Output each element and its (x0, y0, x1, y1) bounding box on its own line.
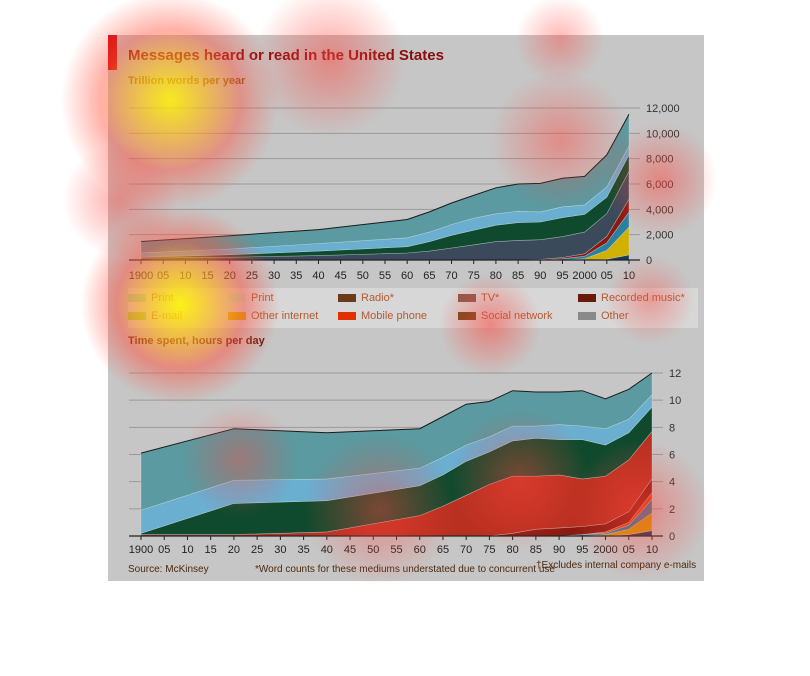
x-tick-label: 25 (246, 270, 258, 282)
legend-item: Recorded music* (578, 292, 685, 304)
y-tick-label: 8,000 (646, 154, 674, 166)
x-tick-label: 50 (357, 270, 369, 282)
x-tick-label: 80 (490, 270, 502, 282)
x-tick-label: 75 (483, 544, 495, 556)
x-tick-label: 10 (179, 270, 191, 282)
legend-label: Radio* (361, 292, 395, 304)
x-tick-label: 55 (390, 544, 402, 556)
x-tick-label: 20 (228, 544, 240, 556)
legend-label: Recorded music* (601, 292, 685, 304)
x-tick-label: 60 (401, 270, 413, 282)
y-tick-label: 6,000 (646, 179, 674, 191)
x-tick-label: 55 (379, 270, 391, 282)
y-tick-label: 6 (669, 450, 675, 462)
x-tick-label: 75 (468, 270, 480, 282)
footnote-word-counts: *Word counts for these mediums understat… (255, 564, 555, 575)
x-tick-label: 95 (556, 270, 568, 282)
x-tick-label: 05 (157, 270, 169, 282)
x-tick-label: 05 (158, 544, 170, 556)
footnote-emails: †Excludes internal company e-mails (536, 560, 697, 571)
x-tick-label: 30 (268, 270, 280, 282)
source-note: Source: McKinsey (128, 564, 209, 575)
y-tick-label: 10,000 (646, 128, 680, 140)
x-tick-label: 40 (321, 544, 333, 556)
x-tick-label: 85 (512, 270, 524, 282)
y-tick-label: 8 (669, 422, 675, 434)
x-tick-label: 10 (181, 544, 193, 556)
x-tick-label: 30 (274, 544, 286, 556)
x-tick-label: 1900 (129, 270, 153, 282)
x-tick-label: 20 (224, 270, 236, 282)
y-tick-label: 4,000 (646, 204, 674, 216)
x-tick-label: 10 (623, 270, 635, 282)
x-tick-label: 45 (344, 544, 356, 556)
x-tick-label: 80 (507, 544, 519, 556)
x-tick-label: 2000 (572, 270, 596, 282)
x-tick-label: 95 (576, 544, 588, 556)
y-tick-label: 0 (669, 531, 675, 543)
x-tick-label: 15 (201, 270, 213, 282)
x-tick-label: 65 (437, 544, 449, 556)
x-tick-label: 15 (205, 544, 217, 556)
legend-swatch (578, 312, 596, 320)
x-tick-label: 05 (623, 544, 635, 556)
x-tick-label: 35 (290, 270, 302, 282)
x-tick-label: 45 (335, 270, 347, 282)
x-tick-label: 40 (312, 270, 324, 282)
x-tick-label: 05 (601, 270, 613, 282)
x-tick-label: 2000 (593, 544, 617, 556)
x-tick-label: 1900 (129, 544, 153, 556)
x-tick-label: 70 (460, 544, 472, 556)
legend-item: Radio* (338, 292, 394, 304)
x-tick-label: 90 (534, 270, 546, 282)
x-tick-label: 70 (445, 270, 457, 282)
y-tick-label: 10 (669, 395, 681, 407)
y-tick-label: 2 (669, 504, 675, 516)
x-tick-label: 90 (553, 544, 565, 556)
y-tick-label: 4 (669, 477, 675, 489)
x-tick-label: 10 (646, 544, 658, 556)
y-tick-label: 0 (646, 255, 652, 267)
x-tick-label: 50 (367, 544, 379, 556)
y-tick-label: 2,000 (646, 230, 674, 242)
x-tick-label: 85 (530, 544, 542, 556)
legend-swatch (338, 312, 356, 320)
x-tick-label: 35 (297, 544, 309, 556)
legend-label: Other (601, 310, 629, 322)
x-tick-label: 60 (414, 544, 426, 556)
y-tick-label: 12,000 (646, 103, 680, 115)
x-tick-label: 65 (423, 270, 435, 282)
legend-item: Other (578, 310, 629, 322)
x-tick-label: 25 (251, 544, 263, 556)
legend-swatch (338, 294, 356, 302)
y-tick-label: 12 (669, 368, 681, 380)
legend-swatch (578, 294, 596, 302)
